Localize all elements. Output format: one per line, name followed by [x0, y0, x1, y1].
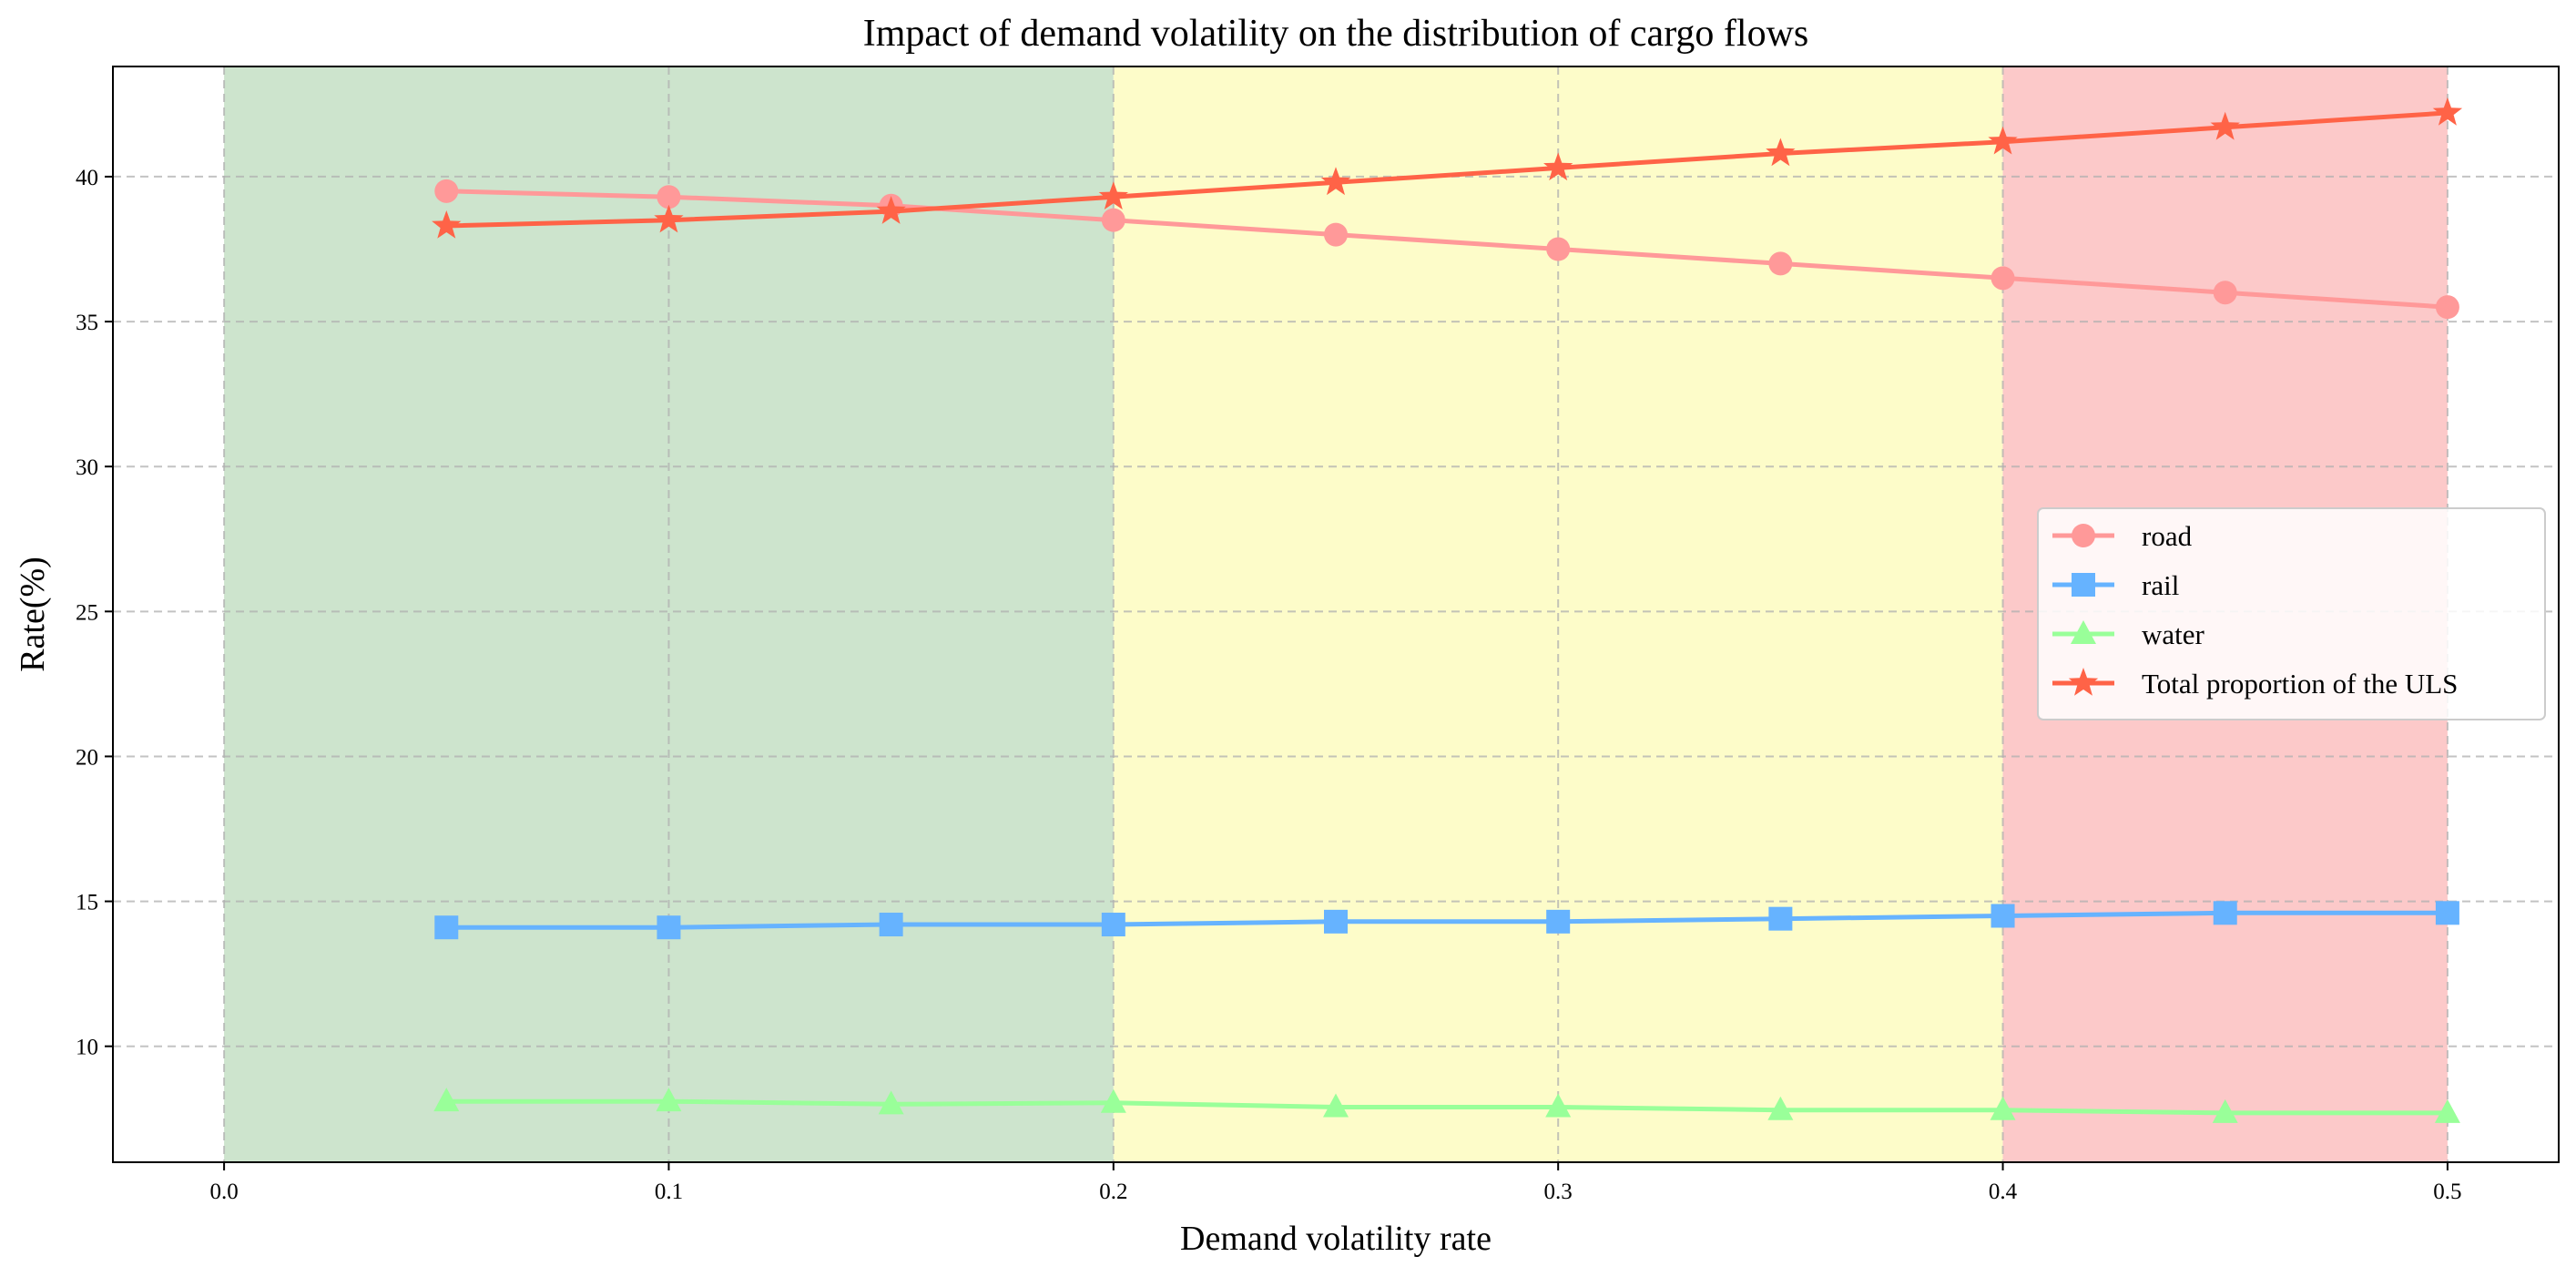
series-0 — [434, 179, 2459, 320]
data-point-2-9 — [2434, 1098, 2460, 1123]
y-tick-label-5: 35 — [76, 311, 98, 335]
legend-marker-1 — [2072, 573, 2095, 597]
series-1 — [434, 901, 2459, 940]
data-point-1-2 — [879, 913, 903, 937]
y-tick-label-2: 20 — [76, 745, 98, 770]
data-point-3-7 — [1988, 126, 2018, 155]
legend-marker-0 — [2072, 524, 2095, 547]
plot-frame — [112, 66, 2560, 1163]
x-tick-label-1: 0.1 — [655, 1180, 683, 1204]
data-point-1-6 — [1768, 906, 1793, 931]
data-point-3-4 — [1320, 167, 1351, 196]
legend-label-1: rail — [2142, 569, 2179, 601]
data-point-2-5 — [1545, 1093, 1572, 1118]
data-point-1-0 — [434, 915, 459, 940]
series-2 — [433, 1088, 2460, 1123]
x-tick-label-3: 0.3 — [1544, 1180, 1573, 1204]
data-point-3-8 — [2210, 111, 2240, 140]
data-point-2-8 — [2212, 1098, 2238, 1123]
data-point-1-5 — [1546, 909, 1571, 934]
data-point-0-1 — [657, 185, 681, 209]
data-point-0-9 — [2435, 295, 2459, 320]
data-point-1-7 — [1991, 904, 2015, 928]
data-point-3-0 — [432, 210, 462, 239]
x-axis-label: Demand volatility rate — [1180, 1220, 1492, 1258]
y-tick-label-1: 15 — [76, 891, 98, 915]
y-axis-label: Rate(%) — [14, 557, 52, 672]
x-tick-label-2: 0.2 — [1099, 1180, 1127, 1204]
data-point-2-0 — [433, 1088, 460, 1112]
data-point-2-7 — [1990, 1096, 2016, 1120]
legend-label-3: Total proportion of the ULS — [2142, 668, 2458, 700]
y-tick-label-3: 25 — [76, 600, 98, 625]
data-point-3-9 — [2432, 97, 2463, 126]
data-point-0-4 — [1324, 222, 1348, 247]
legend-item-3: Total proportion of the ULS — [2052, 668, 2458, 700]
series-line-0 — [443, 189, 2450, 310]
legend-marker-2 — [2071, 620, 2096, 644]
data-point-1-1 — [657, 915, 681, 940]
data-point-3-6 — [1766, 138, 1796, 167]
legend-marker-3 — [2068, 668, 2099, 696]
data-series — [432, 97, 2463, 1123]
data-point-2-1 — [656, 1088, 682, 1112]
legend-label-2: water — [2142, 618, 2205, 650]
data-point-0-6 — [1768, 251, 1793, 276]
data-point-0-7 — [1991, 266, 2015, 291]
series-line-3 — [443, 110, 2450, 229]
y-tick-label-0: 10 — [76, 1036, 98, 1060]
data-point-3-1 — [654, 204, 684, 233]
data-point-2-6 — [1767, 1096, 1794, 1120]
data-point-1-9 — [2435, 901, 2459, 925]
legend-box — [2037, 507, 2546, 720]
data-point-0-8 — [2213, 281, 2237, 305]
x-tick-label-0: 0.0 — [209, 1180, 238, 1204]
data-point-2-3 — [1100, 1088, 1126, 1113]
data-point-1-4 — [1324, 909, 1348, 934]
legend-item-1: rail — [2052, 569, 2179, 601]
data-point-0-0 — [434, 179, 459, 203]
x-tick-label-4: 0.4 — [1989, 1180, 2018, 1204]
data-point-1-3 — [1101, 913, 1125, 937]
series-line-1 — [443, 910, 2450, 930]
series-line-2 — [443, 1098, 2450, 1116]
data-point-3-3 — [1098, 181, 1128, 209]
data-point-1-8 — [2213, 901, 2237, 925]
legend-item-2: water — [2052, 618, 2205, 650]
legend-item-0: road — [2052, 520, 2193, 552]
data-point-2-4 — [1323, 1093, 1349, 1118]
data-point-0-5 — [1546, 237, 1571, 261]
y-tick-label-6: 40 — [76, 166, 98, 190]
series-3 — [432, 97, 2463, 239]
x-tick-label-5: 0.5 — [2433, 1180, 2461, 1204]
data-point-0-3 — [1101, 208, 1125, 232]
data-point-3-2 — [876, 196, 906, 224]
data-point-3-5 — [1543, 152, 1573, 181]
chart-title: Impact of demand volatility on the distr… — [863, 13, 1809, 55]
data-point-2-2 — [878, 1090, 904, 1115]
legend-label-0: road — [2142, 520, 2193, 552]
y-tick-label-4: 30 — [76, 455, 98, 480]
axis-ticks: 0.0 0.1 0.2 0.3 0.4 0.5 10 15 20 25 30 35 40 — [76, 166, 2462, 1204]
legend: road rail water Total proportion of the ULS — [2037, 507, 2546, 720]
